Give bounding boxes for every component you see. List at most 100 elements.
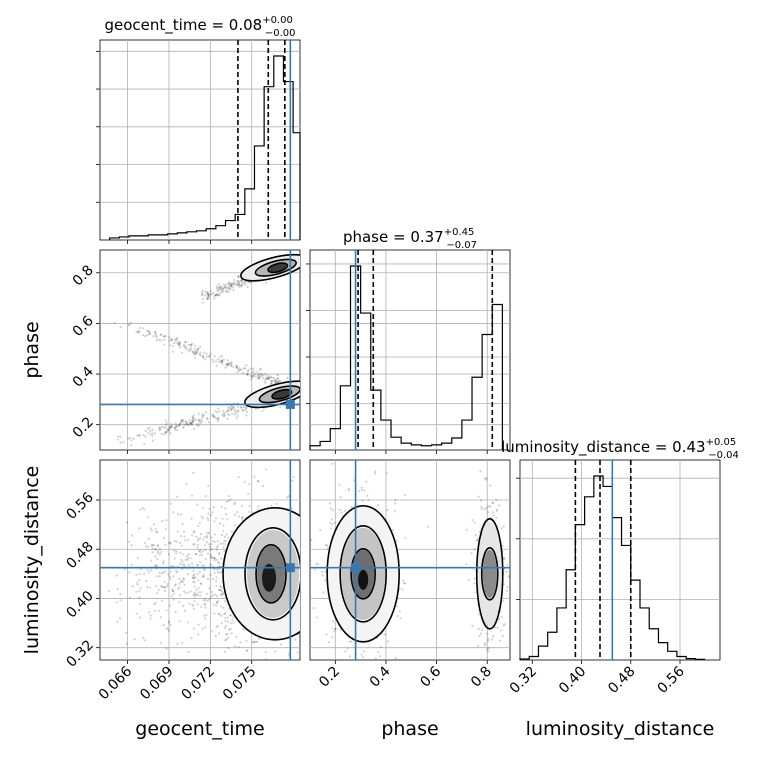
sample-point — [394, 502, 397, 505]
sample-point — [230, 362, 233, 365]
sample-point — [213, 355, 216, 358]
sample-point — [212, 414, 215, 417]
sample-point — [182, 345, 185, 348]
sample-point — [132, 437, 135, 440]
sample-point — [248, 281, 251, 284]
sample-point — [151, 544, 154, 547]
sample-point — [232, 289, 235, 292]
sample-point — [182, 577, 185, 580]
sample-point — [330, 523, 334, 526]
sample-point — [221, 517, 224, 520]
sample-point — [227, 364, 230, 367]
density-level — [358, 569, 369, 590]
sample-point — [162, 571, 165, 574]
sample-point — [501, 544, 504, 547]
sample-point — [224, 626, 227, 629]
sample-point — [220, 505, 223, 508]
sample-point — [202, 414, 205, 417]
sample-point — [502, 525, 505, 528]
sample-point — [310, 538, 313, 542]
sample-point — [238, 282, 241, 285]
sample-point — [403, 582, 406, 585]
density-fills — [223, 255, 502, 642]
sample-point — [264, 651, 267, 654]
sample-point — [175, 540, 178, 543]
sample-point — [495, 508, 498, 511]
sample-point — [175, 495, 179, 498]
sample-point — [268, 376, 271, 379]
sample-point — [211, 578, 214, 581]
sample-point — [224, 366, 227, 369]
sample-point — [196, 503, 199, 506]
sample-point — [202, 351, 205, 354]
sample-point — [402, 579, 405, 582]
dist-x-tick-label: 0.40 — [556, 664, 589, 697]
sample-point — [190, 422, 193, 425]
sample-point — [222, 415, 226, 418]
sample-point — [191, 416, 194, 419]
sample-point — [176, 571, 179, 574]
sample-point — [216, 293, 219, 296]
sample-point — [237, 276, 240, 279]
sample-point — [186, 669, 188, 671]
sample-point — [173, 429, 177, 432]
sample-point — [471, 624, 474, 628]
sample-point — [181, 351, 184, 354]
sample-point — [253, 374, 256, 377]
sample-point — [197, 412, 200, 415]
sample-point — [163, 335, 166, 338]
sample-point — [324, 579, 327, 582]
sample-point — [148, 611, 151, 614]
sample-point — [196, 563, 199, 567]
sample-point — [222, 524, 225, 527]
sample-point — [189, 343, 192, 347]
sample-point — [467, 578, 470, 582]
sample-point — [202, 355, 205, 358]
sample-point — [246, 373, 249, 377]
sample-point — [164, 543, 167, 546]
sample-point — [328, 502, 331, 505]
sample-point — [232, 407, 235, 410]
sample-point — [197, 623, 200, 626]
sample-point — [263, 684, 265, 686]
sample-point — [366, 673, 368, 675]
sample-point — [210, 590, 213, 594]
sample-point — [187, 553, 190, 556]
sample-point — [166, 430, 169, 433]
sample-point — [181, 563, 184, 566]
sample-point — [326, 544, 329, 547]
sample-point — [262, 662, 264, 664]
sample-point — [123, 568, 126, 571]
sample-point — [196, 349, 199, 352]
sample-point — [220, 605, 223, 608]
sample-point — [183, 423, 186, 426]
sample-point — [201, 297, 205, 300]
sample-point — [262, 484, 265, 487]
sample-point — [174, 339, 177, 342]
sample-point — [331, 627, 334, 630]
sample-point — [156, 558, 159, 561]
sample-point — [119, 617, 122, 620]
sample-point — [201, 289, 204, 292]
sample-point — [218, 288, 221, 291]
sample-point — [485, 477, 488, 480]
sample-point — [129, 437, 132, 440]
sample-point — [229, 614, 232, 617]
sample-point — [203, 294, 206, 297]
sample-point — [172, 575, 175, 578]
sample-point — [230, 361, 233, 364]
sample-point — [196, 564, 200, 567]
sample-point — [210, 595, 213, 598]
contour-line — [271, 388, 293, 400]
sample-point — [321, 570, 324, 574]
sample-point — [503, 568, 506, 571]
sample-point — [218, 553, 221, 556]
sample-point — [148, 330, 151, 333]
sample-point — [211, 630, 214, 633]
sample-point — [139, 508, 142, 511]
sample-point — [192, 531, 196, 534]
sample-point — [149, 332, 152, 335]
contour-line — [267, 262, 289, 274]
dist-y-tick-label: 0.32 — [63, 637, 96, 670]
xlabel-luminosity-distance: luminosity_distance — [526, 718, 715, 740]
